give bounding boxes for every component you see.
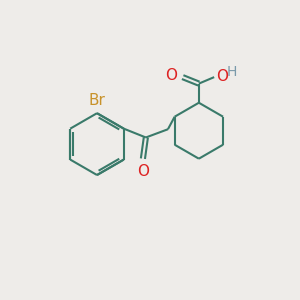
Text: O: O <box>165 68 177 83</box>
Text: O: O <box>216 69 228 84</box>
Text: H: H <box>226 65 237 79</box>
Text: O: O <box>137 164 149 179</box>
Text: Br: Br <box>88 93 105 108</box>
